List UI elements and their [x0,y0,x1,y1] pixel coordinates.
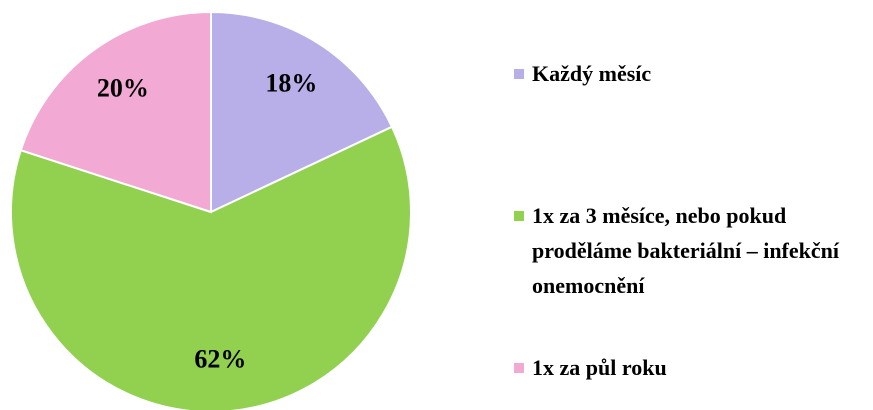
data-label: 20% [97,74,149,103]
pie-slice [19,10,212,214]
legend-item: Každý měsíc [514,56,869,91]
legend-label: 1x za půl roku [532,355,667,380]
legend-label: Každý měsíc [532,61,652,86]
data-label: 18% [265,68,317,97]
legend-item: 1x za 3 měsíce, nebo pokud proděláme bak… [514,198,869,303]
legend-swatch [514,69,524,79]
data-label: 62% [194,345,246,374]
pie-slice [210,10,394,214]
legend-swatch [514,211,524,221]
pie-slice [10,125,412,410]
legend-item: 1x za půl roku [514,350,869,385]
legend-swatch [514,363,524,373]
legend-label: 1x za 3 měsíce, nebo pokud proděláme bak… [532,203,839,298]
